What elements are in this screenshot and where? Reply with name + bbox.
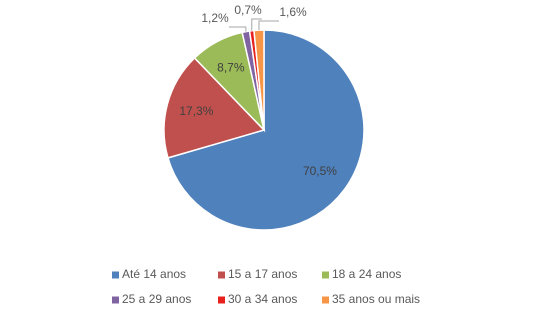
legend-label: Até 14 anos — [122, 267, 186, 281]
data-label: 8,7% — [217, 61, 245, 75]
legend-label: 35 anos ou mais — [332, 292, 420, 306]
legend-marker — [112, 296, 119, 304]
pie-slice — [167, 29, 365, 231]
leader-line — [251, 18, 262, 31]
data-label: 1,2% — [201, 11, 229, 25]
pie-slice — [253, 29, 265, 131]
legend-label: 15 a 17 anos — [228, 267, 297, 281]
legend-marker — [112, 271, 119, 279]
legend-marker — [322, 271, 329, 279]
data-label: 70,5% — [303, 164, 337, 178]
leader-line — [229, 26, 247, 32]
data-label: 1,6% — [279, 5, 307, 19]
legend-marker — [218, 271, 225, 279]
data-label: 0,7% — [234, 3, 262, 17]
legend-marker — [218, 296, 225, 304]
legend-label: 25 a 29 anos — [122, 292, 191, 306]
leader-line — [258, 20, 279, 31]
data-label: 17,3% — [179, 104, 213, 118]
legend-marker — [322, 296, 329, 304]
legend-label: 18 a 24 anos — [332, 267, 401, 281]
pie-slice — [163, 56, 266, 159]
legend-label: 30 a 34 anos — [228, 292, 297, 306]
